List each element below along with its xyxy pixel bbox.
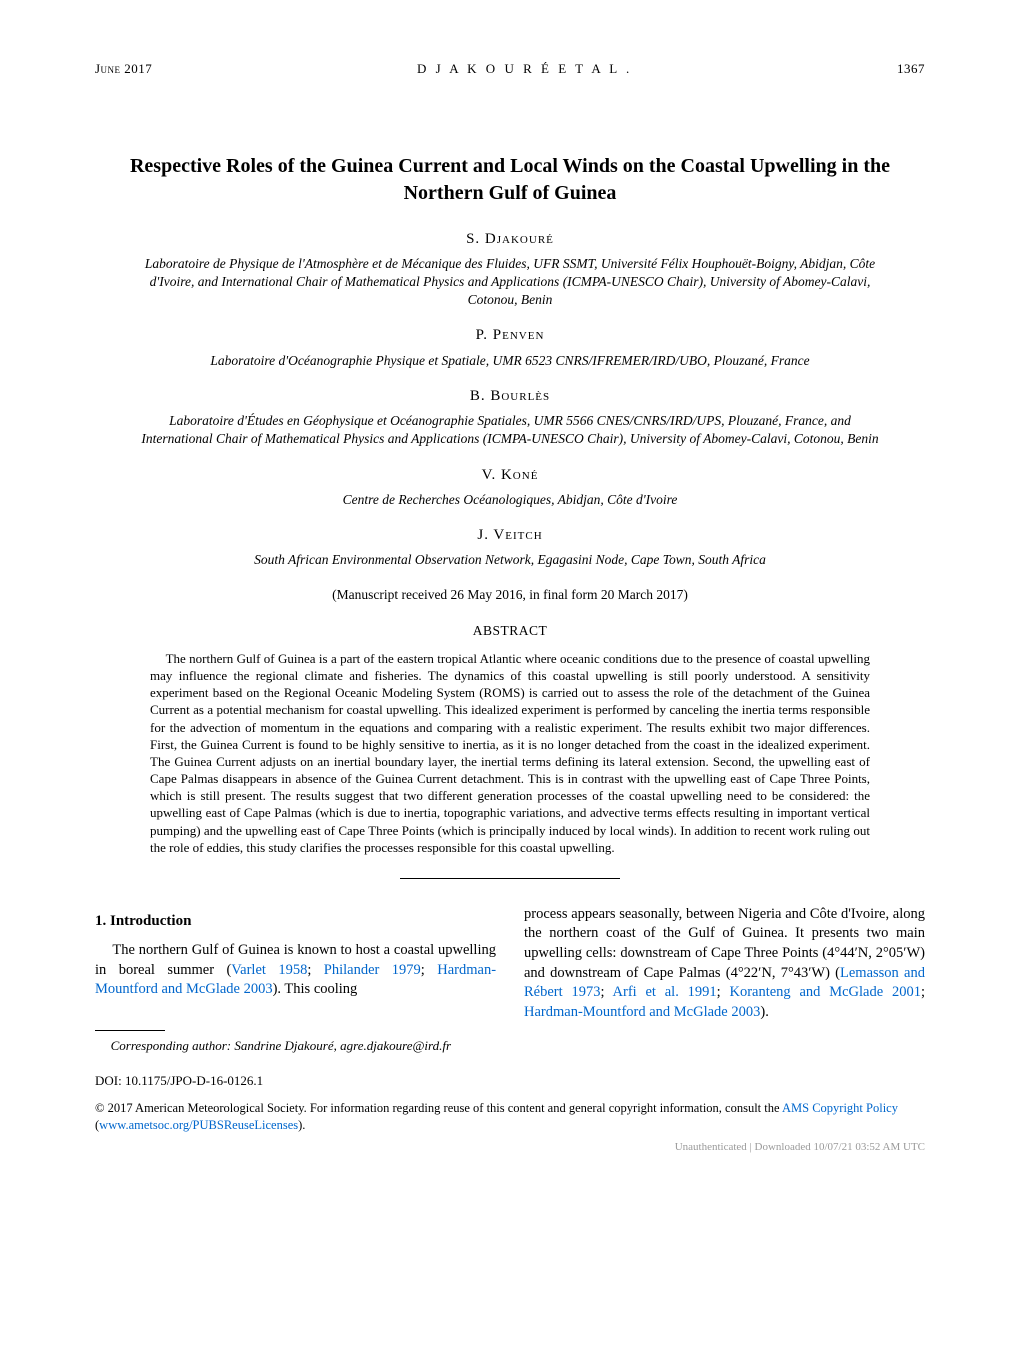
citation-link[interactable]: Philander 1979: [324, 962, 421, 978]
intro-paragraph-right: process appears seasonally, between Nige…: [524, 905, 925, 1022]
abstract-body: The northern Gulf of Guinea is a part of…: [150, 650, 870, 856]
article-title: Respective Roles of the Guinea Current a…: [125, 153, 895, 207]
section-heading: 1. Introduction: [95, 911, 496, 931]
author-name-4: V. Koné: [95, 465, 925, 485]
citation-link[interactable]: Hardman-Mountford and McGlade 2003: [524, 1004, 760, 1020]
reuse-licenses-link[interactable]: www.ametsoc.org/PUBSReuseLicenses: [99, 1118, 298, 1132]
author-affil-5: South African Environmental Observation …: [140, 551, 880, 569]
left-column: 1. Introduction The northern Gulf of Gui…: [95, 905, 496, 1054]
divider: [400, 878, 620, 879]
right-column: process appears seasonally, between Nige…: [524, 905, 925, 1054]
author-name-1: S. Djakouré: [95, 229, 925, 249]
citation-link[interactable]: Varlet 1958: [231, 962, 307, 978]
page-number: 1367: [897, 60, 925, 78]
footnote-divider: [95, 1030, 165, 1031]
author-affil-1: Laboratoire de Physique de l'Atmosphère …: [140, 255, 880, 310]
author-affil-3: Laboratoire d'Études en Géophysique et O…: [140, 412, 880, 448]
manuscript-dates: (Manuscript received 26 May 2016, in fin…: [95, 586, 925, 604]
author-affil-4: Centre de Recherches Océanologiques, Abi…: [140, 491, 880, 509]
abstract-heading: ABSTRACT: [95, 622, 925, 640]
citation-link[interactable]: Arfi et al. 1991: [613, 984, 717, 1000]
issue-date: June 2017: [95, 60, 152, 78]
copyright-policy-link[interactable]: AMS Copyright Policy: [782, 1101, 898, 1115]
download-watermark: Unauthenticated | Downloaded 10/07/21 03…: [95, 1140, 925, 1155]
copyright-notice: © 2017 American Meteorological Society. …: [95, 1100, 925, 1134]
author-affil-2: Laboratoire d'Océanographie Physique et …: [140, 352, 880, 370]
author-name-5: J. Veitch: [95, 525, 925, 545]
author-name-3: B. Bourlès: [95, 386, 925, 406]
corresponding-author-footnote: Corresponding author: Sandrine Djakouré,…: [95, 1037, 496, 1055]
intro-paragraph-left: The northern Gulf of Guinea is known to …: [95, 941, 496, 1000]
body-columns: 1. Introduction The northern Gulf of Gui…: [95, 905, 925, 1054]
citation-link[interactable]: Koranteng and McGlade 2001: [729, 984, 921, 1000]
running-header: June 2017 D J A K O U R É E T A L . 1367: [95, 60, 925, 78]
doi: DOI: 10.1175/JPO-D-16-0126.1: [95, 1072, 925, 1090]
running-authors: D J A K O U R É E T A L .: [417, 60, 632, 78]
author-name-2: P. Penven: [95, 325, 925, 345]
